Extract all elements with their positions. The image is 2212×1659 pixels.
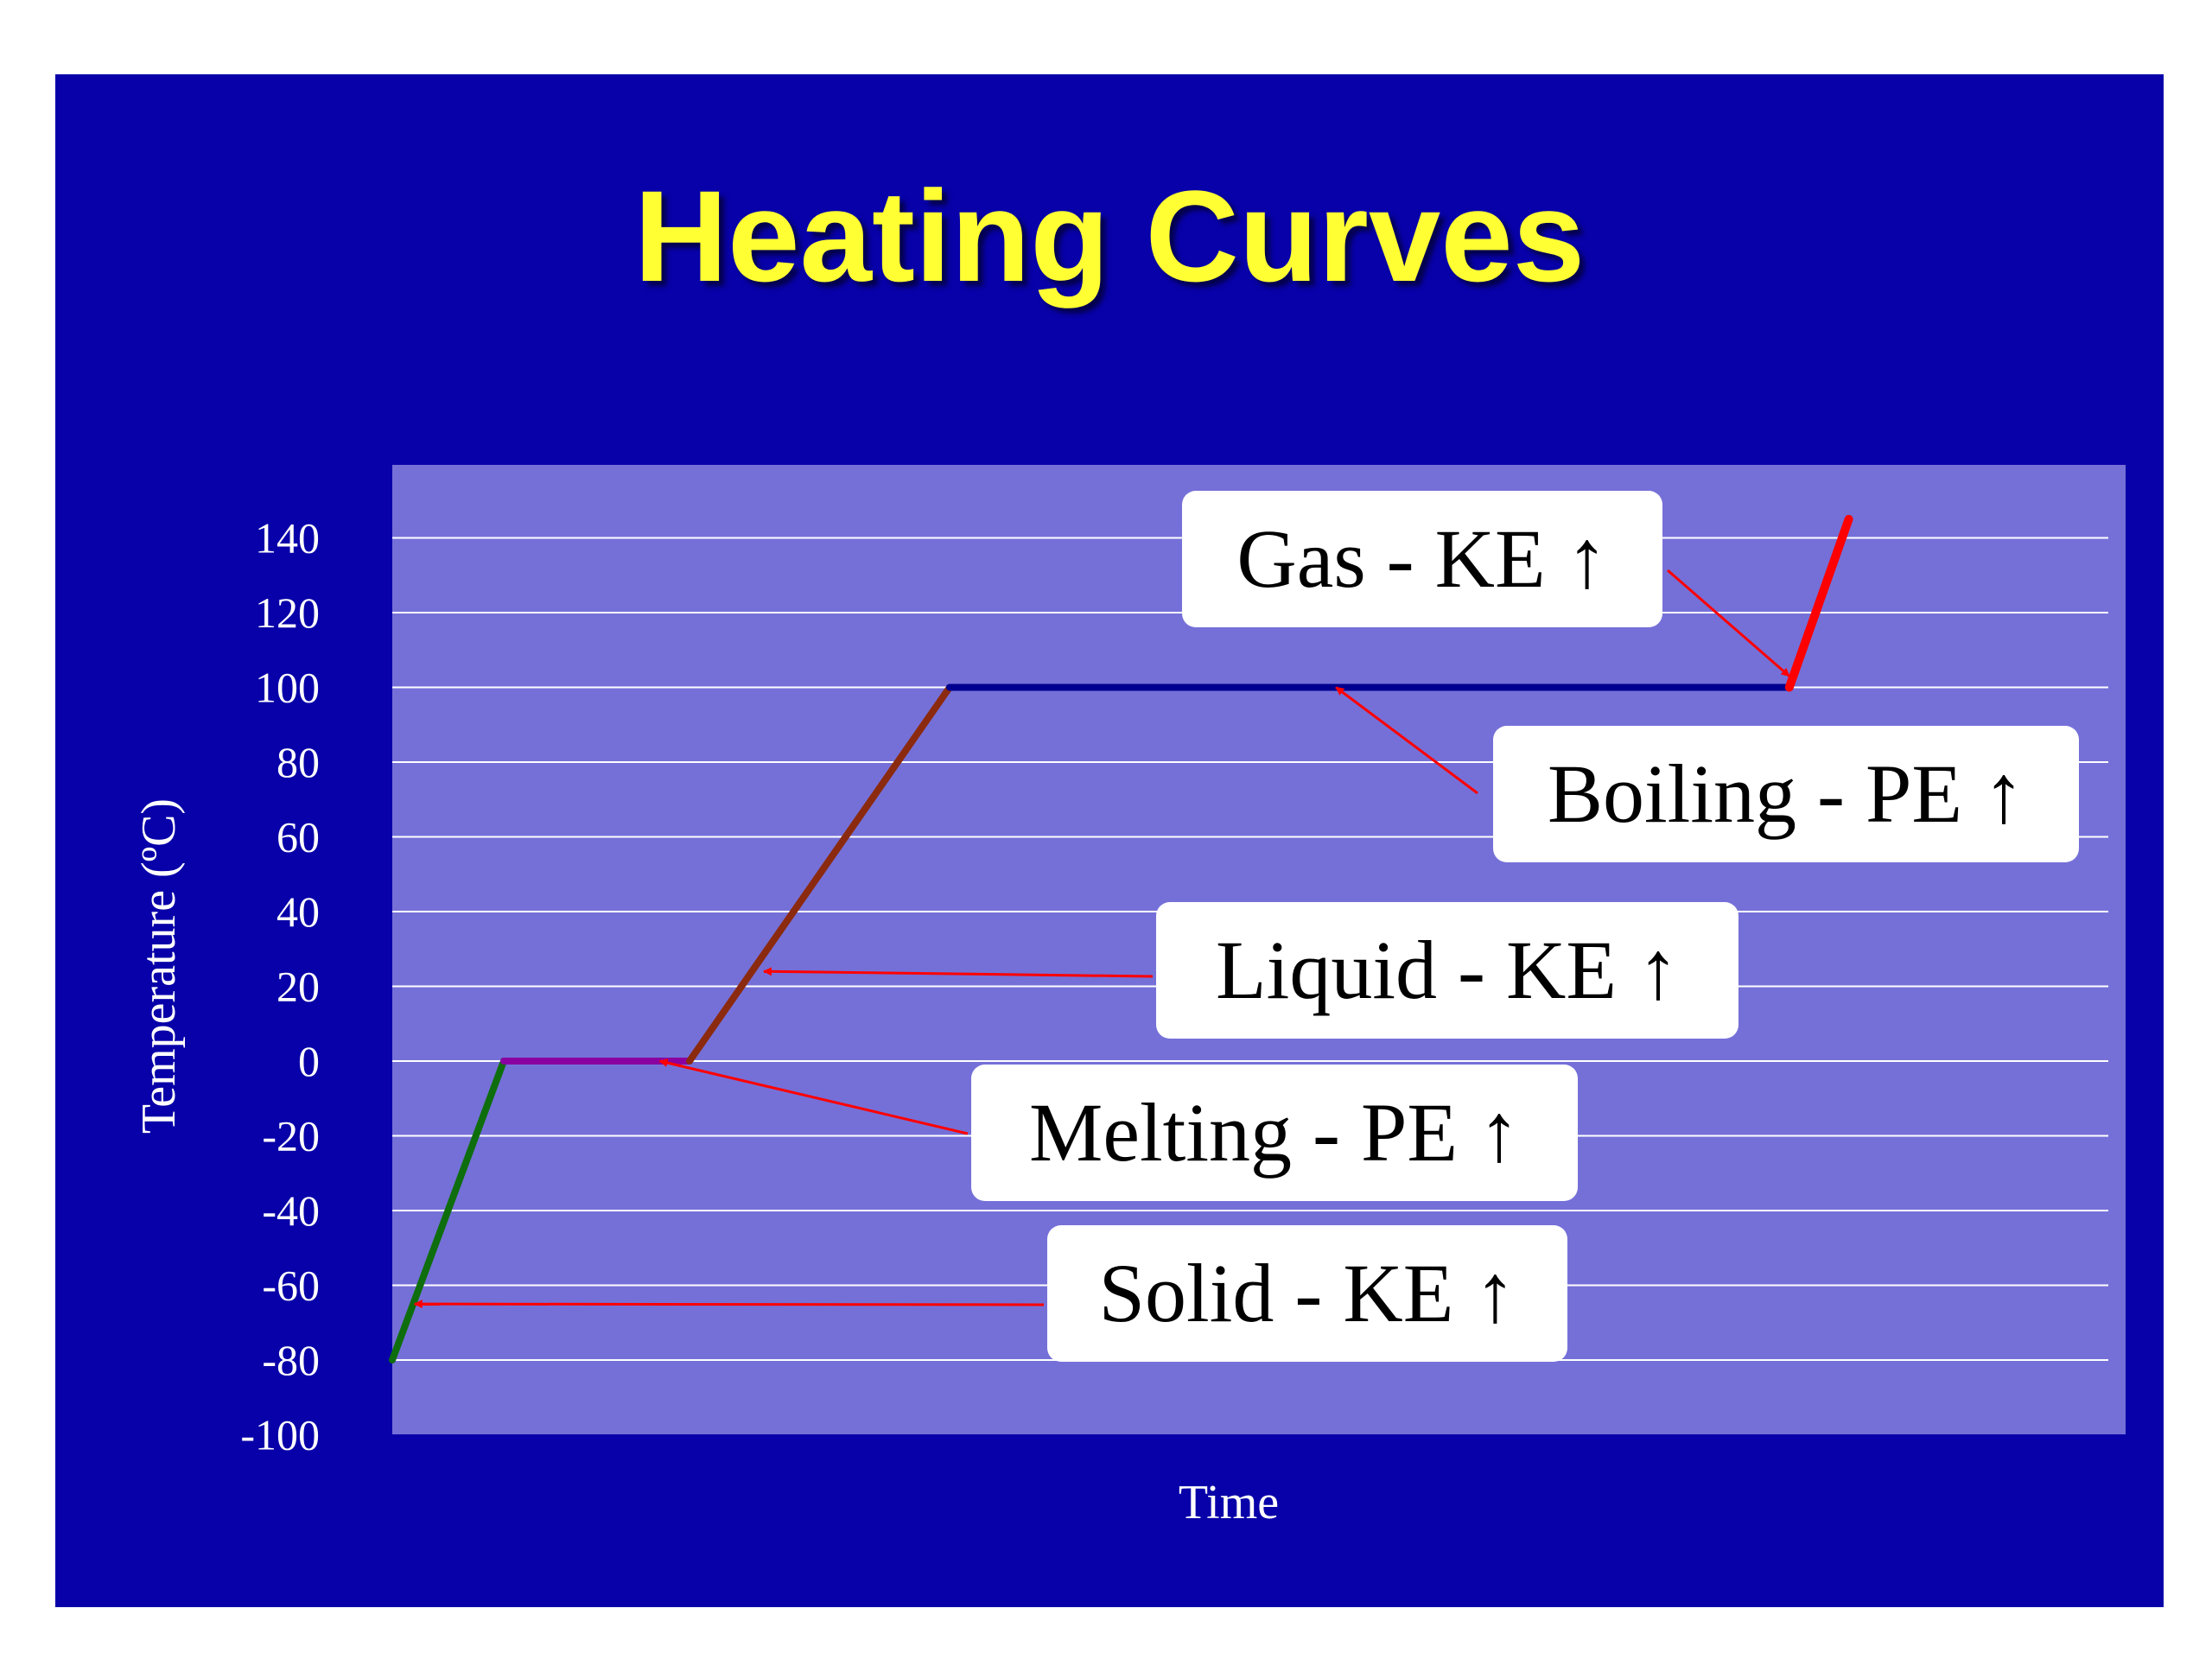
callout-box [1047,1225,1567,1362]
y-tick-label: -20 [262,1112,320,1160]
y-tick-label: 120 [255,588,320,637]
callout-label: Melting - PE ↑ [1029,1086,1520,1179]
y-tick-label: -80 [262,1336,320,1384]
callout-arrow [413,1300,1045,1309]
series-segment [1784,514,1853,692]
y-axis-title: Temperature (ºC) [132,798,186,1134]
y-tick-label: -40 [262,1186,320,1235]
y-tick-label: 100 [255,664,320,712]
x-axis-title: Time [1179,1476,1279,1529]
y-tick-label: 60 [276,813,320,861]
callout: Boiling - PE ↑ [1493,726,2079,862]
series-segment [389,1058,507,1363]
callout-box [1182,491,1662,627]
callout: Gas - KE ↑ [1182,491,1662,627]
callout-arrows [413,569,1790,1309]
y-tick-label: 20 [276,963,320,1011]
callout: Liquid - KE ↑ [1156,902,1738,1039]
y-tick-label: -60 [262,1262,320,1310]
callout-box [971,1065,1578,1201]
callout-label: Liquid - KE ↑ [1216,924,1679,1016]
series-segment [686,683,953,1065]
y-tick-label: 0 [298,1037,320,1085]
callout-arrow [1667,569,1790,677]
callout-arrow [1335,686,1478,795]
callout: Melting - PE ↑ [971,1065,1578,1201]
callout-box [1156,902,1738,1039]
callout-label: Solid - KE ↑ [1099,1247,1516,1339]
callout-label: Gas - KE ↑ [1236,512,1607,605]
callout: Solid - KE ↑ [1047,1225,1567,1362]
y-tick-labels: 140 120 100 80 60 40 20 0 -20 -40 -60 -80 -100 [240,514,320,1459]
callout-label: Boiling - PE ↑ [1548,747,2024,840]
callout-box [1493,726,2079,862]
data-series [389,514,1853,1363]
y-tick-label: -100 [240,1411,320,1459]
slide-title: Heating Curves [633,163,1586,308]
callouts: Gas - KE ↑ Boiling - PE ↑ Liquid - KE ↑ Mel… [971,491,2079,1362]
callout-arrow [658,1058,969,1135]
y-tick-label: 80 [276,738,320,786]
callout-arrow [763,967,1154,978]
y-tick-label: 40 [276,887,320,936]
y-tick-label: 140 [255,514,320,563]
